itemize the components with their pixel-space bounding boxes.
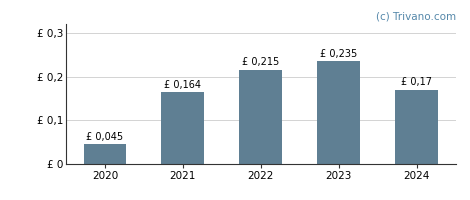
- Bar: [162, 92, 204, 164]
- Text: (c) Trivano.com: (c) Trivano.com: [376, 11, 456, 21]
- Bar: [395, 90, 438, 164]
- Bar: [84, 144, 126, 164]
- Text: £ 0,235: £ 0,235: [320, 49, 357, 59]
- Text: £ 0,164: £ 0,164: [164, 80, 202, 90]
- Text: £ 0,17: £ 0,17: [401, 77, 432, 87]
- Bar: [239, 70, 282, 164]
- Bar: [317, 61, 360, 164]
- Text: £ 0,045: £ 0,045: [86, 132, 124, 142]
- Text: £ 0,215: £ 0,215: [242, 57, 280, 67]
